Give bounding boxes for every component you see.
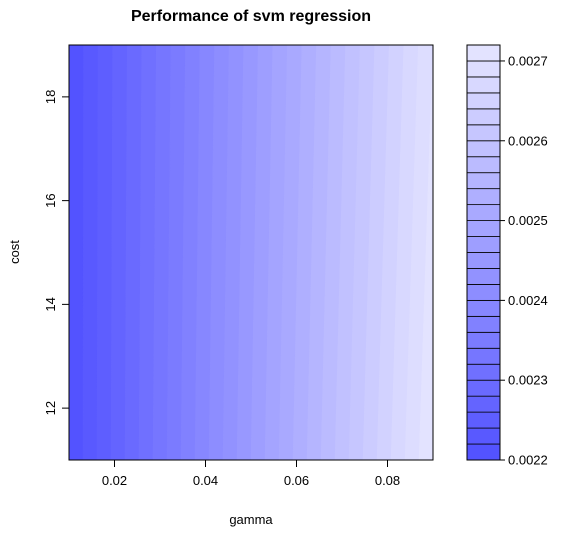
colorbar-level [466,363,501,381]
contour-band [208,45,230,460]
x-tick-label: 0.04 [193,473,218,488]
colorbar-level [466,427,501,445]
x-axis-label: gamma [229,512,273,527]
colorbar-level [466,268,501,285]
colorbar-tick-label: 0.0023 [508,373,548,388]
colorbar-level [466,76,501,94]
colorbar-level [466,140,501,158]
contour-band [376,45,405,460]
y-tick-label: 12 [43,401,58,415]
colorbar-level [466,331,501,349]
contour-band [180,45,201,460]
plot-frame [68,44,434,461]
colorbar-tick-label: 0.0025 [508,213,548,228]
colorbar-tick-label: 0.0022 [508,453,548,468]
contour-band [404,45,433,460]
colorbar-level [466,156,501,174]
x-tick-label: 0.02 [102,473,127,488]
colorbar-level [466,284,501,301]
contour-band [166,45,186,460]
colorbar [466,44,501,461]
y-axis-label: cost [7,240,22,264]
colorbar-tick-label: 0.0027 [508,53,548,68]
colorbar-level [466,204,501,221]
colorbar-level [466,443,501,461]
contour-band [138,45,157,460]
contour-band [292,45,317,460]
colorbar-level [466,220,501,237]
y-tick-label: 16 [43,193,58,207]
colorbar-level [466,252,501,269]
contour-band [348,45,376,460]
y-axis: 12 14 16 18 [43,90,69,415]
colorbar-level [466,395,501,413]
contour-band [390,45,419,460]
colorbar-tick-label: 0.0024 [508,293,548,308]
chart-title: Performance of svm regression [131,8,371,25]
colorbar-level [466,236,501,253]
contour-band [236,45,259,460]
contour-band [320,45,346,460]
contour-band [264,45,288,460]
contour-band [362,45,390,460]
colorbar-axis: 0.0022 0.0023 0.0024 0.0025 0.0026 0.0027 [500,53,548,468]
colorbar-level [466,92,501,110]
y-tick-label: 14 [43,297,58,311]
contour-band [194,45,215,460]
colorbar-level [466,379,501,397]
contour-band [152,45,172,460]
contour-fill [69,45,433,460]
colorbar-level [466,411,501,429]
contour-band [418,45,433,460]
colorbar-tick-label: 0.0026 [508,133,548,148]
contour-band [306,45,332,460]
x-tick-label: 0.06 [284,473,309,488]
colorbar-level [466,299,501,317]
colorbar-level [466,124,501,142]
colorbar-frame [466,44,501,461]
contour-band [124,45,143,460]
x-tick-label: 0.08 [375,473,400,488]
colorbar-level [466,60,501,78]
contour-band [82,45,99,460]
contour-band [334,45,361,460]
colorbar-level [466,108,501,126]
colorbar-level [466,172,501,190]
contour-band [278,45,303,460]
y-tick-label: 18 [43,90,58,104]
contour-band [110,45,128,460]
colorbar-level [466,44,501,62]
contour-band [250,45,274,460]
colorbar-level [466,315,501,333]
contour-band [96,45,113,460]
colorbar-level [466,347,501,365]
contour-band [69,45,84,460]
colorbar-level [466,188,501,206]
x-axis: 0.02 0.04 0.06 0.08 [102,460,400,488]
